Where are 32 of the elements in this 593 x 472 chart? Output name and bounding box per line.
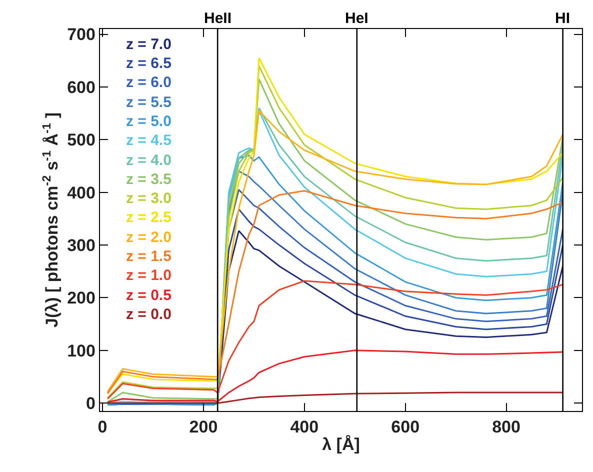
x-tick-label: 0 [98,418,108,437]
ref-line-label: HeI [345,10,368,27]
text: z = 3.5 [126,171,172,188]
y-tick-label: 100 [67,341,96,360]
y-tick-label: 0 [86,394,96,414]
y-tick-label: 500 [67,130,96,150]
y-tick-label: 300 [67,236,96,255]
text: z = 5.5 [126,94,172,111]
x-tick-label: 800 [492,418,520,437]
ref-line-label: HI [555,10,570,27]
text: z = 3.0 [126,190,172,207]
y-tick-label: 600 [67,78,96,97]
x-tick-label: 600 [391,418,420,437]
text: z = 1.5 [126,248,172,265]
text: z = 6.5 [126,55,172,72]
y-tick-label: 200 [67,288,96,308]
y-tick-label: 700 [67,25,96,44]
text: z = 7.0 [126,36,172,53]
x-axis-title: λ [Å] [322,434,360,454]
text: z = 6.0 [126,74,172,91]
x-tick-label: 200 [189,418,218,437]
text: z = 0.5 [126,287,172,304]
text: z = 2.5 [126,209,172,226]
text: z = 2.0 [126,229,172,246]
ref-line-label: HeII [204,10,232,27]
text: z = 5.0 [126,113,172,130]
text: z = 0.0 [126,306,172,323]
text: z = 4.5 [126,132,172,149]
y-tick-label: 400 [67,183,96,202]
x-tick-label: 400 [290,418,319,437]
text: z = 4.0 [126,152,172,169]
text: z = 1.0 [126,267,172,284]
